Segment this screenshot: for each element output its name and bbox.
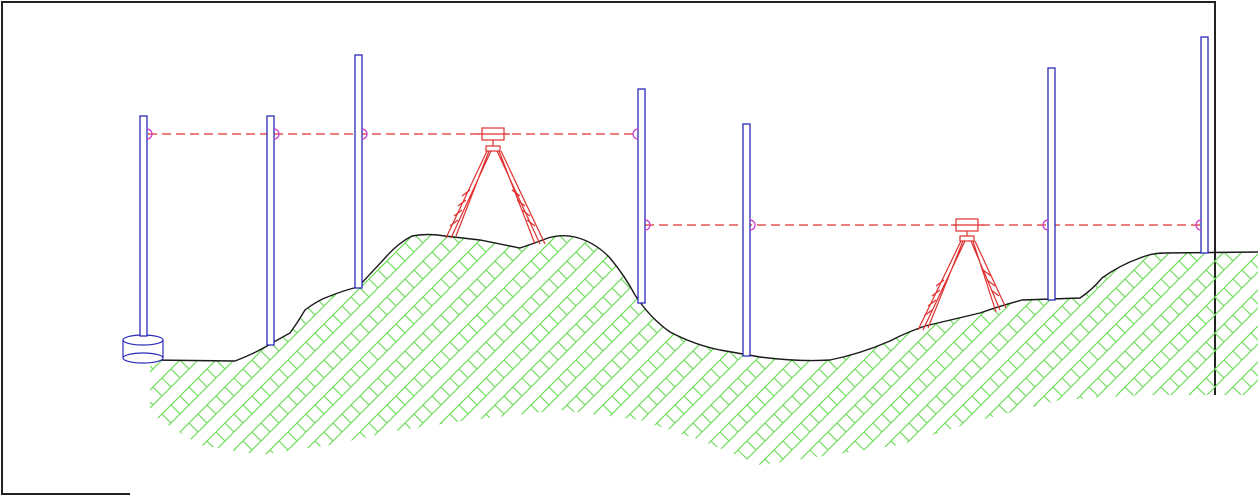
staff-5: [742, 123, 751, 357]
sight-markers: [146, 128, 1202, 231]
benchmark: [122, 334, 164, 364]
staff-7: [1200, 36, 1209, 254]
staff-6: [1047, 67, 1056, 301]
staff-4: [637, 88, 646, 304]
staff-2: [266, 115, 275, 346]
ground-profile: [149, 233, 1258, 362]
level-instrument-1: [445, 127, 546, 245]
staff-3: [354, 54, 363, 289]
staff-1: [139, 115, 148, 337]
level-instrument-2: [917, 218, 1007, 331]
hatch-fade: [130, 395, 1258, 499]
